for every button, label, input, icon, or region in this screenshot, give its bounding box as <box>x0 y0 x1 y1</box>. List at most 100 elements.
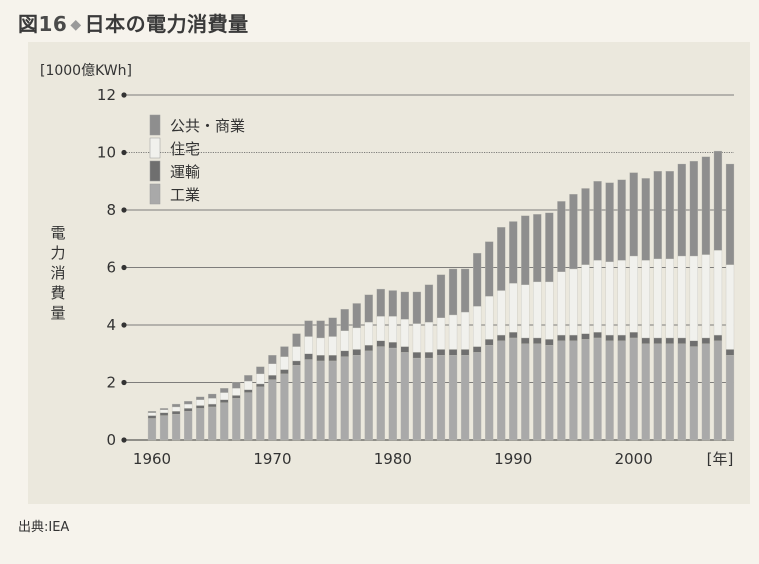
bar-segment <box>701 254 711 339</box>
bar-segment <box>316 337 325 356</box>
bar-segment <box>304 336 313 354</box>
y-axis-label-char: 力 <box>50 244 65 262</box>
y-unit-label: [1000億KWh] <box>40 63 132 79</box>
bar-segment <box>400 352 409 441</box>
bar-segment <box>545 281 554 340</box>
bar-segment <box>605 334 614 341</box>
bar-segment <box>641 260 650 339</box>
bar-segment <box>509 337 518 441</box>
bar-segment <box>533 214 542 283</box>
bar-segment <box>376 340 385 347</box>
bar-segment <box>460 355 470 441</box>
bar-segment <box>208 393 217 399</box>
figure-title-text: 日本の電力消費量 <box>84 12 249 36</box>
bar-segment <box>713 250 723 336</box>
bar-segment <box>653 343 662 441</box>
y-tick-label: 12 <box>97 86 116 104</box>
bar-segment <box>521 343 530 441</box>
bar-segment <box>304 353 313 360</box>
bar-segment <box>497 340 506 441</box>
bar-segment <box>617 179 626 261</box>
bar-segment <box>605 261 614 336</box>
legend-swatch <box>149 160 161 182</box>
bar-segment <box>533 337 542 344</box>
bar-segment <box>497 334 506 341</box>
y-tick-dot <box>121 322 127 328</box>
bar-segment <box>196 396 205 400</box>
bar-segment <box>388 290 397 317</box>
bar-segment <box>557 201 566 272</box>
bar-segment <box>473 306 482 347</box>
x-tick-label: 1980 <box>374 450 412 468</box>
bar-segment <box>497 227 506 291</box>
bar-segment <box>244 392 253 441</box>
bar-segment <box>460 268 470 313</box>
source-note: 出典:IEA <box>18 520 70 535</box>
bar-segment <box>171 406 181 412</box>
bar-segment <box>460 349 470 356</box>
bar-segment <box>388 342 397 349</box>
bar-segment <box>412 323 422 353</box>
bar-segment <box>244 375 253 382</box>
bar-segment <box>593 181 602 261</box>
bar-segment <box>220 388 229 393</box>
bar-segment <box>473 352 482 441</box>
bar-segment <box>629 332 638 339</box>
bar-segment <box>713 334 723 341</box>
bar-segment <box>316 355 325 362</box>
bar-segment <box>304 320 313 337</box>
y-tick-label: 4 <box>106 316 116 334</box>
bar-segment <box>184 411 193 441</box>
bar-segment <box>677 255 686 339</box>
bar-segment <box>208 403 217 408</box>
bar-segment <box>509 283 518 333</box>
y-tick-label: 2 <box>106 374 116 392</box>
y-tick-dot <box>121 379 127 386</box>
bar-segment <box>280 346 289 357</box>
bar-segment <box>677 163 686 257</box>
bar-segment <box>232 398 241 441</box>
bar-segment <box>485 339 494 346</box>
bar-segment <box>448 268 458 316</box>
bar-segment <box>147 415 157 419</box>
bar-segment <box>725 264 735 350</box>
bar-segment <box>268 355 277 364</box>
bar-segment <box>316 360 325 441</box>
bar-segment <box>364 350 373 441</box>
chart: [1000億KWh] 電力消費量 0 2 4 6 8 10 12 1960 1970 1980 1990… <box>40 63 735 468</box>
bar-segment <box>280 369 289 375</box>
x-tick-label: 1960 <box>133 450 171 468</box>
bar-segment <box>653 337 662 344</box>
bar-segment <box>689 346 698 441</box>
bar-segment <box>256 373 265 385</box>
bar-segment <box>159 409 169 413</box>
bar-segment <box>617 340 626 441</box>
y-tick-label: 8 <box>106 201 116 219</box>
bar-segment <box>388 316 397 343</box>
bar-segment <box>545 339 554 346</box>
bar-segment <box>436 274 446 318</box>
bar-segment <box>220 402 229 441</box>
bar-segment <box>605 340 614 441</box>
bar-segment <box>268 363 277 376</box>
bar-segment <box>521 284 530 339</box>
bar-segment <box>400 291 409 320</box>
x-unit-label: [年] <box>707 450 734 468</box>
bar-segment <box>521 215 530 285</box>
bar-segment <box>424 352 434 359</box>
bar-segment <box>448 349 458 356</box>
bar-segment <box>436 317 446 350</box>
figure-number: 16 <box>38 12 68 36</box>
y-axis-label-char: 電 <box>50 224 65 242</box>
bar-segment <box>569 194 578 270</box>
bar-segment <box>268 375 277 380</box>
bar-segment <box>545 344 554 441</box>
chart-panel: [1000億KWh] 電力消費量 0 2 4 6 8 10 12 1960 1970 1980 1990… <box>28 42 750 504</box>
bar-segment <box>196 399 205 406</box>
bar-segment <box>641 337 650 344</box>
bar-segment <box>593 337 602 441</box>
y-tick-dot <box>121 207 127 213</box>
bar-segment <box>665 171 674 260</box>
bar-segment <box>713 150 723 251</box>
bar-segment <box>593 260 602 333</box>
